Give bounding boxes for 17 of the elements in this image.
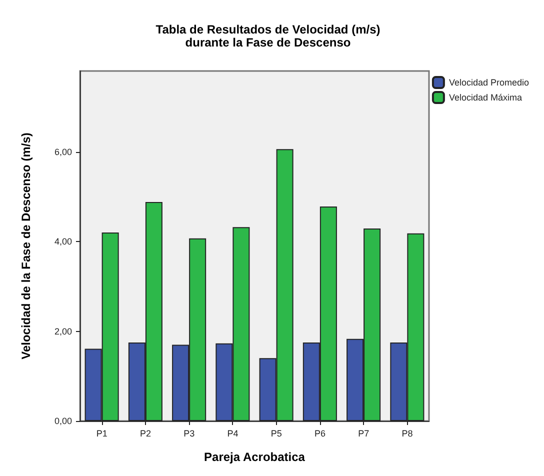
x-tick-label: P7 xyxy=(358,428,370,438)
y-tick-label: 6,00 xyxy=(54,146,72,157)
legend-label: Velocidad Máxima xyxy=(448,92,522,102)
x-tick-label: P3 xyxy=(184,428,195,438)
y-axis-title: Velocidad de la Fase de Descenso (m/s) xyxy=(19,132,33,360)
y-tick-label: 0,00 xyxy=(54,416,72,426)
x-tick-label: P5 xyxy=(270,428,282,438)
y-tick-label: 2,00 xyxy=(54,326,72,336)
x-tick-label: P8 xyxy=(402,428,413,438)
x-axis-title: Pareja Acrobatica xyxy=(204,450,306,464)
x-tick-label: P4 xyxy=(227,428,238,438)
chart-title: Tabla de Resultados de Velocidad (m/s) durante la Fase de Descenso xyxy=(156,22,380,50)
y-tick-label: 4,00 xyxy=(54,236,72,247)
x-tick-label: P6 xyxy=(314,428,326,438)
x-tick-label: P1 xyxy=(96,428,108,438)
legend-label: Velocidad Promedio xyxy=(448,78,530,88)
x-tick-label: P2 xyxy=(140,428,151,438)
